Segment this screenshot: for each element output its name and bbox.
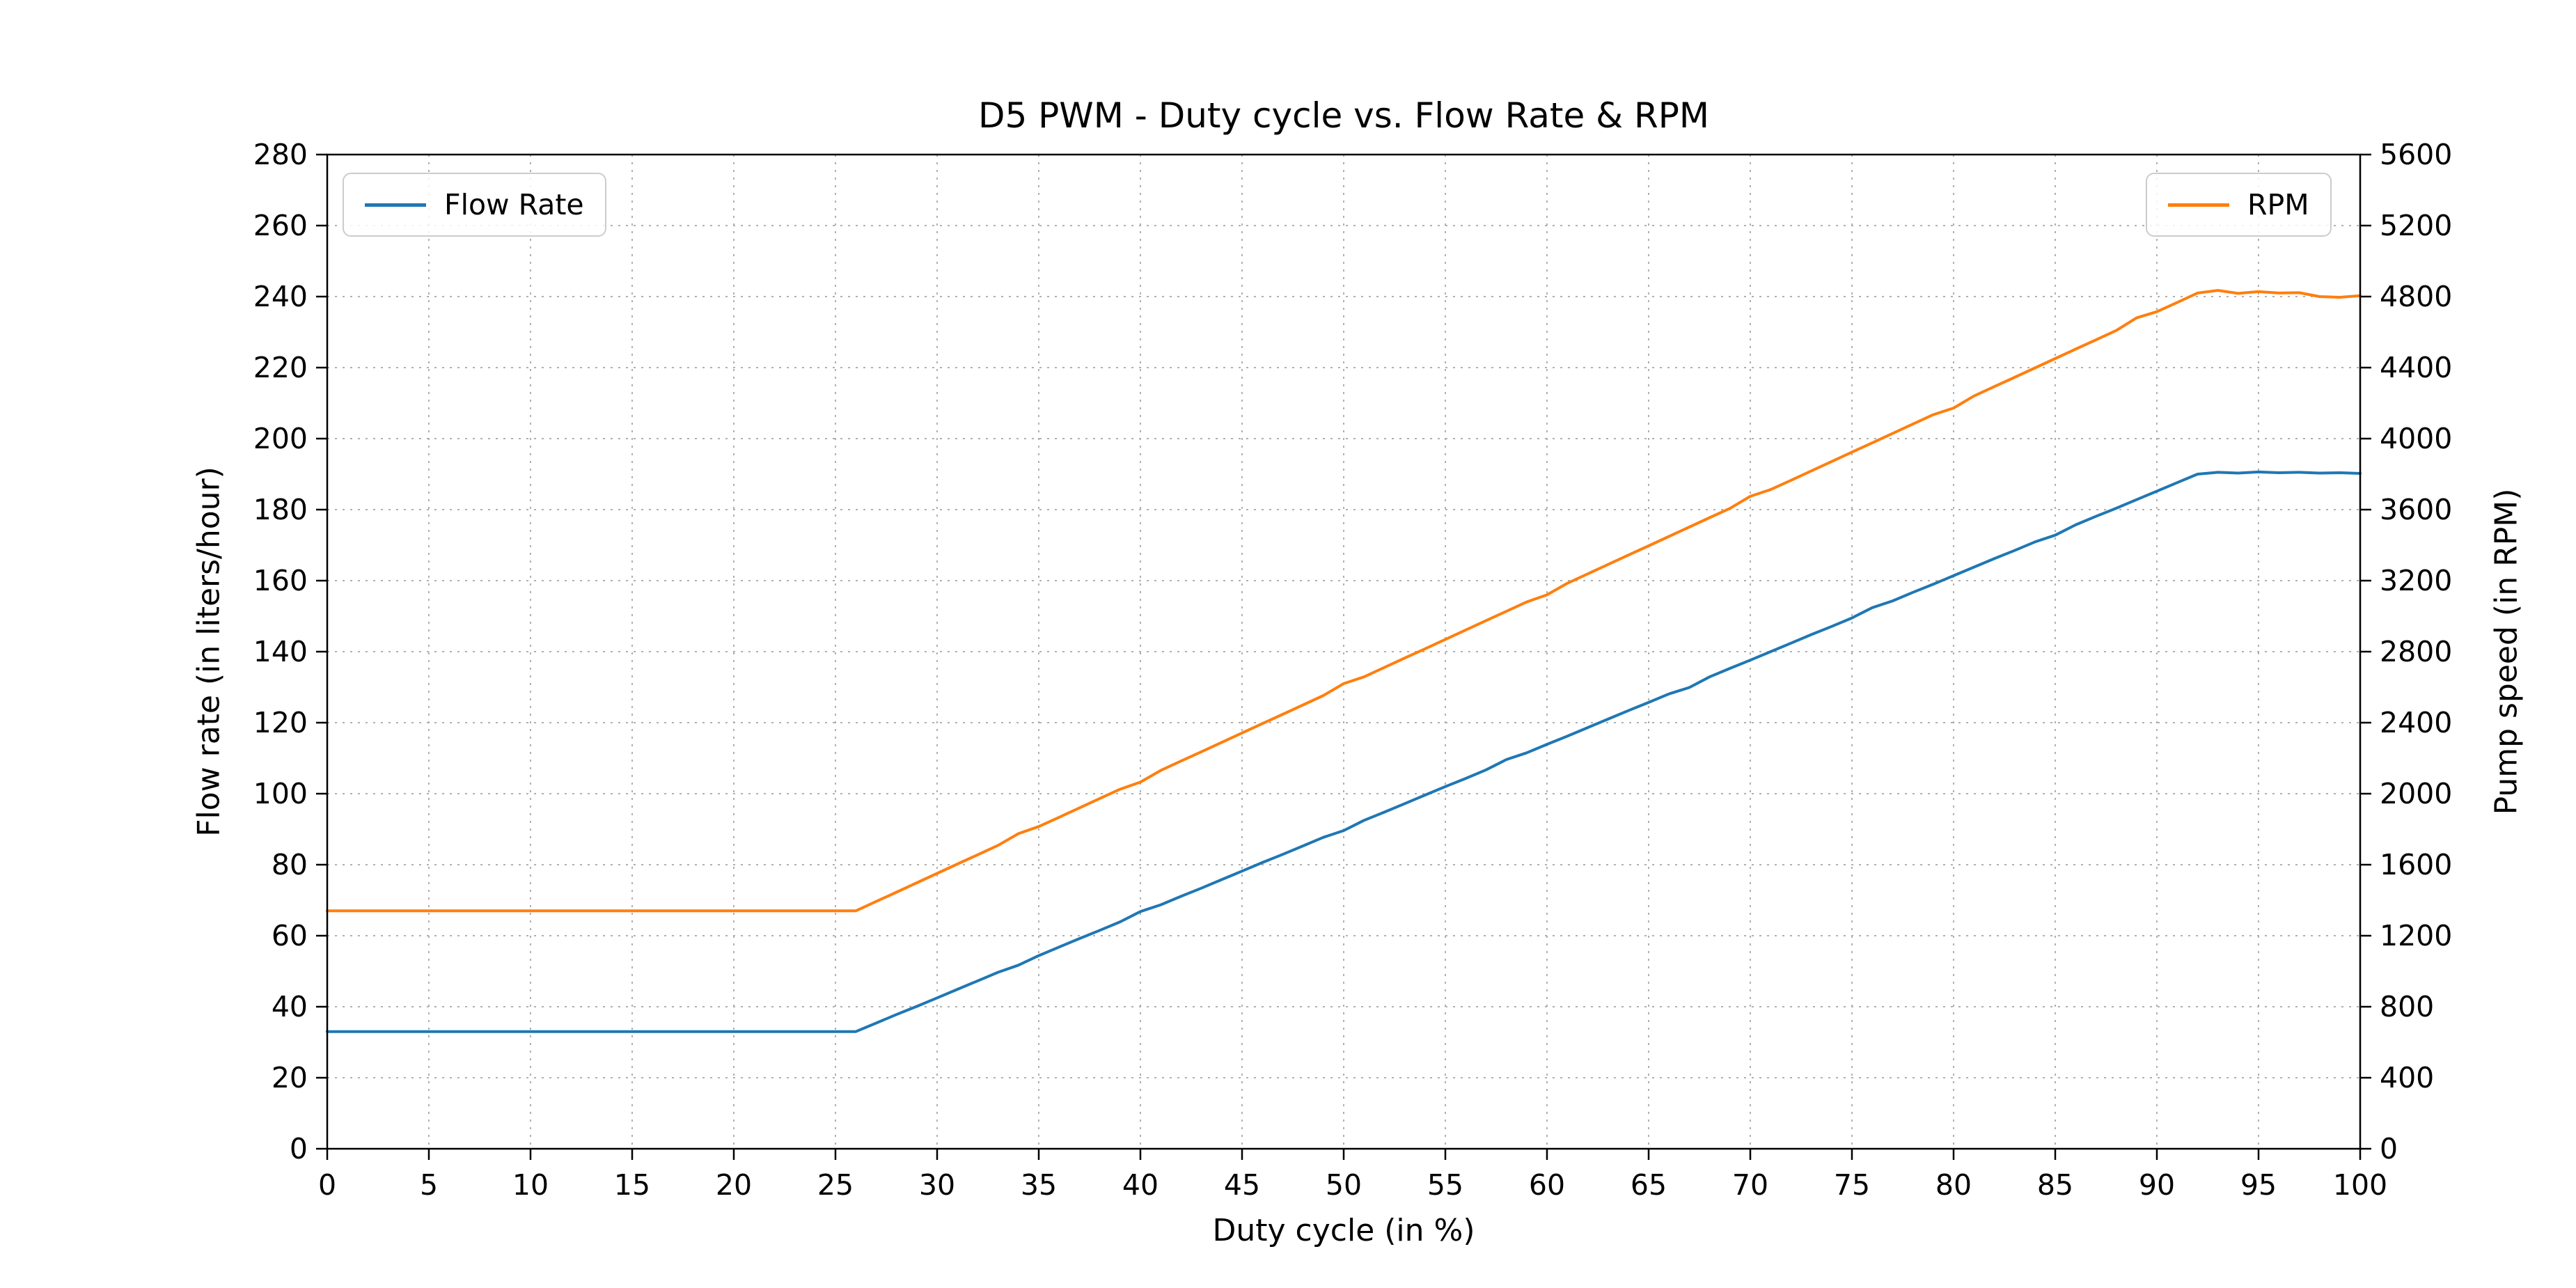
left-y-tick-label-40: 40 [272,990,308,1023]
rpm-line [326,289,2362,913]
right-y-tick-label-2800: 2800 [2380,635,2452,668]
x-tick-label-60: 60 [1529,1168,1565,1202]
left-y-tick-label-100: 100 [253,777,308,810]
x-tick-label-45: 45 [1224,1168,1260,1202]
left-y-tick-label-280: 280 [253,138,308,171]
x-axis-label: Duty cycle (in %) [1212,1213,1475,1248]
x-tick-label-100: 100 [2333,1168,2387,1202]
left-y-tick-label-240: 240 [253,280,308,313]
right-y-tick-label-4000: 4000 [2380,422,2452,455]
right-y-tick-label-3600: 3600 [2380,493,2452,526]
legend-rpm: RPM [2146,173,2332,237]
x-tick-label-95: 95 [2240,1168,2277,1202]
right-y-tick-label-0: 0 [2380,1132,2398,1165]
right-y-tick-label-3200: 3200 [2380,564,2452,597]
right-y-tick-label-2400: 2400 [2380,706,2452,739]
x-tick-label-65: 65 [1631,1168,1667,1202]
x-tick-label-35: 35 [1021,1168,1057,1202]
left-y-tick-label-220: 220 [253,351,308,384]
left-y-tick-label-140: 140 [253,635,308,668]
right-y-tick-label-2000: 2000 [2380,777,2452,810]
right-y-tick-label-5600: 5600 [2380,138,2452,171]
x-tick-label-15: 15 [614,1168,650,1202]
right-y-tick-label-5200: 5200 [2380,209,2452,242]
x-tick-label-20: 20 [716,1168,752,1202]
x-tick-label-70: 70 [1732,1168,1768,1202]
left-y-tick-label-80: 80 [272,848,308,881]
right-y-tick-label-4400: 4400 [2380,351,2452,384]
x-tick-label-5: 5 [420,1168,438,1202]
left-y-tick-label-60: 60 [272,919,308,952]
right-y-axis-label: Pump speed (in RPM) [2488,488,2524,815]
legend-flow-rate: Flow Rate [343,173,606,237]
x-tick-label-0: 0 [318,1168,336,1202]
x-tick-label-85: 85 [2037,1168,2073,1202]
legend-rpm-label: RPM [2247,188,2309,221]
left-y-tick-label-160: 160 [253,564,308,597]
left-y-axis-label: Flow rate (in liters/hour) [191,466,227,837]
left-y-tick-label-120: 120 [253,706,308,739]
flow-rate-line-swatch [365,203,426,207]
x-tick-label-50: 50 [1326,1168,1362,1202]
rpm-line-swatch [2168,203,2229,207]
x-tick-label-90: 90 [2139,1168,2175,1202]
left-y-tick-label-20: 20 [272,1061,308,1094]
left-y-tick-label-200: 200 [253,422,308,455]
legend-flow-rate-label: Flow Rate [444,188,584,221]
left-y-tick-label-180: 180 [253,493,308,526]
left-y-tick-label-0: 0 [290,1132,308,1165]
right-y-tick-label-1200: 1200 [2380,919,2452,952]
x-tick-label-10: 10 [512,1168,549,1202]
x-tick-label-75: 75 [1834,1168,1870,1202]
right-y-tick-label-4800: 4800 [2380,280,2452,313]
axes-frame [326,153,2362,1150]
flow-rate-line [326,470,2362,1033]
x-tick-label-30: 30 [919,1168,955,1202]
right-y-tick-label-800: 800 [2380,990,2434,1023]
right-y-tick-label-1600: 1600 [2380,848,2452,881]
x-tick-label-55: 55 [1427,1168,1463,1202]
x-tick-label-40: 40 [1122,1168,1159,1202]
x-tick-label-25: 25 [817,1168,854,1202]
chart-title: D5 PWM - Duty cycle vs. Flow Rate & RPM [977,95,1710,136]
right-y-tick-label-400: 400 [2380,1061,2434,1094]
left-y-tick-label-260: 260 [253,209,308,242]
x-tick-label-80: 80 [1935,1168,1972,1202]
